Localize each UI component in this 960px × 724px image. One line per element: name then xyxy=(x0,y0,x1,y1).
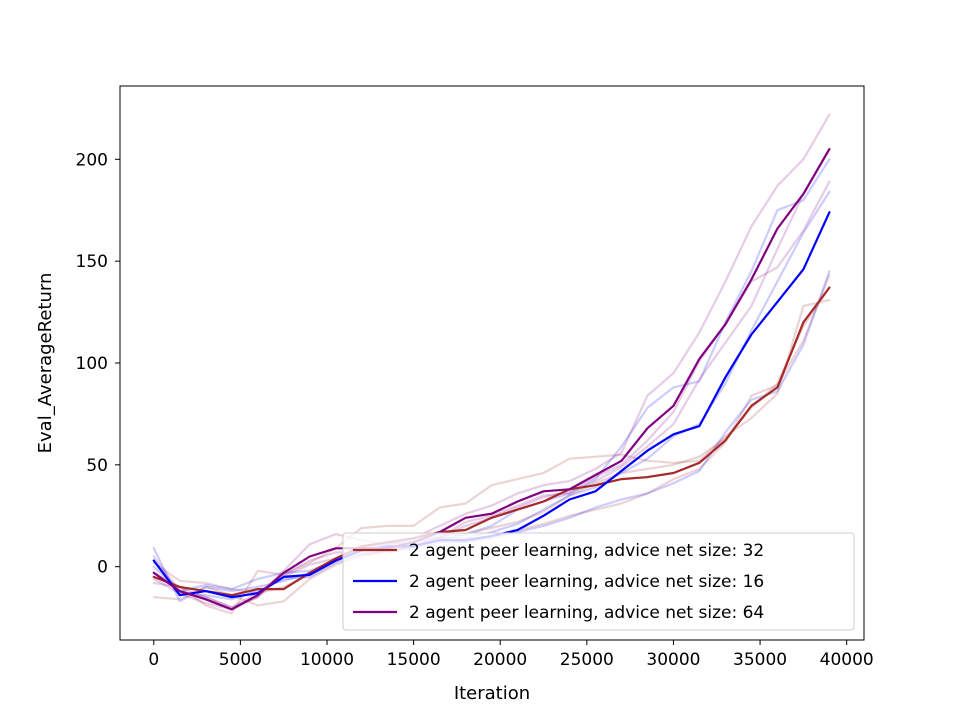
legend-label-0: 2 agent peer learning, advice net size: … xyxy=(409,541,764,561)
x-tick-label: 0 xyxy=(148,650,159,670)
x-axis-label: Iteration xyxy=(454,683,530,704)
run-line-1-0 xyxy=(152,190,831,603)
x-tick-label: 20000 xyxy=(473,650,527,670)
y-tick-label: 150 xyxy=(76,252,108,272)
x-tick-label: 10000 xyxy=(300,650,354,670)
x-tick-label: 15000 xyxy=(387,650,441,670)
y-tick-label: 50 xyxy=(86,456,108,476)
x-tick-label: 35000 xyxy=(733,650,787,670)
legend: 2 agent peer learning, advice net size: … xyxy=(342,532,855,631)
run-line-0-0 xyxy=(152,298,831,615)
x-tick-label: 30000 xyxy=(646,650,700,670)
legend-box xyxy=(342,532,855,631)
x-axis-ticks: 0 5000 10000 15000 20000 25000 30000 35000 40000 xyxy=(148,640,874,670)
series-line-2 xyxy=(152,148,831,611)
x-tick-label: 40000 xyxy=(820,650,874,670)
y-tick-label: 200 xyxy=(76,150,108,170)
run-line-0-2 xyxy=(152,286,831,595)
legend-label-2: 2 agent peer learning, advice net size: … xyxy=(409,603,764,623)
y-axis-ticks: 0 50 100 150 200 xyxy=(76,150,120,578)
x-tick-label: 25000 xyxy=(560,650,614,670)
y-tick-label: 0 xyxy=(97,558,108,578)
y-axis-label: Eval_AverageReturn xyxy=(35,273,56,454)
y-tick-label: 100 xyxy=(76,354,108,374)
x-tick-label: 5000 xyxy=(219,650,262,670)
run-line-1-1 xyxy=(152,158,831,593)
legend-label-1: 2 agent peer learning, advice net size: … xyxy=(409,572,764,592)
